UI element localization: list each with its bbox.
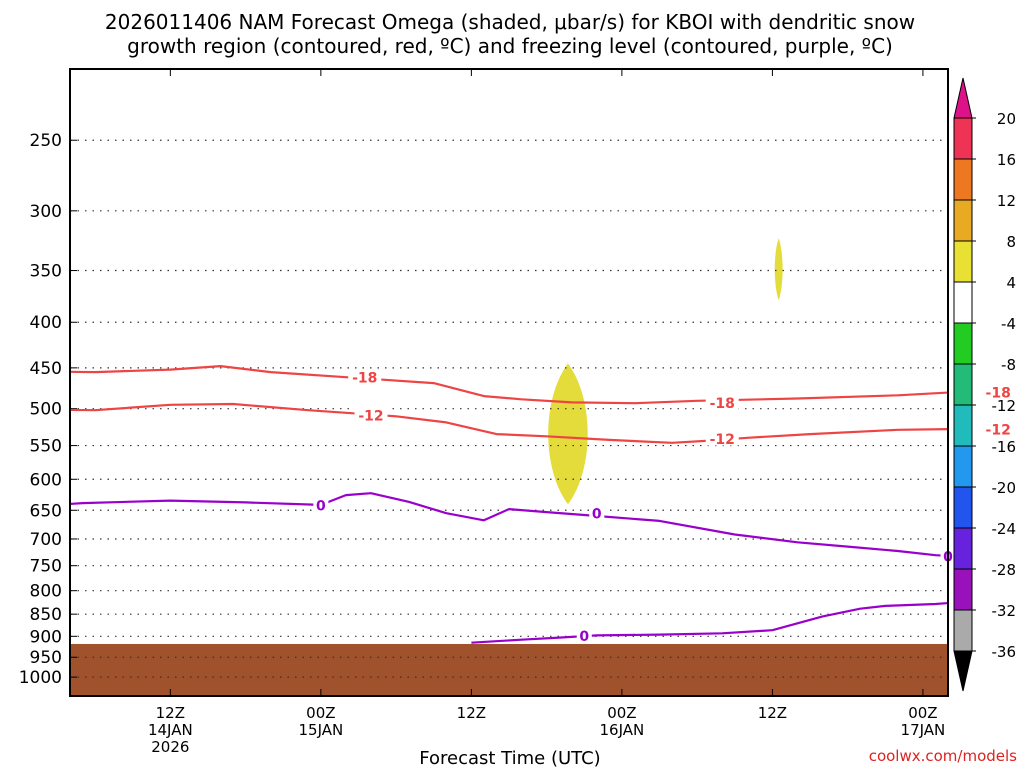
colorbar-bin xyxy=(953,486,973,529)
colorbar-label: -32 xyxy=(992,602,1017,620)
y-tick-label: 350 xyxy=(30,262,62,282)
y-tick-label: 550 xyxy=(30,437,62,457)
colorbar-bottom-cap xyxy=(953,650,973,692)
contour-label-dendritic-minus12: -12 xyxy=(710,432,735,448)
contour-label-freezing-level-upper: 0 xyxy=(316,498,326,514)
colorbar-bin xyxy=(953,199,973,242)
x-tick-label: 2026 xyxy=(151,738,189,756)
y-tick-label: 800 xyxy=(30,582,62,602)
y-tick-label: 650 xyxy=(30,501,62,521)
contour-freezing-level-upper xyxy=(70,492,948,557)
colorbar-label: 8 xyxy=(1006,233,1016,251)
colorbar-bin xyxy=(953,568,973,611)
y-tick-label: 300 xyxy=(30,202,62,222)
x-tick-label: 00Z xyxy=(306,704,335,722)
colorbar-label: -4 xyxy=(1001,315,1016,333)
colorbar-bin xyxy=(953,527,973,570)
chart-title-line2: growth region (contoured, red, ºC) and f… xyxy=(127,34,893,58)
contour-label-bg xyxy=(981,421,1015,437)
x-tick-label: 12Z xyxy=(156,704,185,722)
contour-label-bg xyxy=(354,406,388,422)
y-tick-label: 450 xyxy=(30,359,62,379)
x-tick-label: 00Z xyxy=(908,704,937,722)
colorbar-label: 16 xyxy=(997,151,1016,169)
colorbar-bin xyxy=(953,158,973,201)
contour-label-dendritic-minus18: -18 xyxy=(710,396,735,412)
plot-area: 2503003504004505005506006507007508008509… xyxy=(19,68,1017,756)
x-axis-label: Forecast Time (UTC) xyxy=(419,748,600,768)
colorbar-bin xyxy=(953,363,973,406)
terrain-fill xyxy=(70,643,948,696)
omega-shaded-area-1 xyxy=(774,238,783,301)
contour-label-dendritic-minus18: -18 xyxy=(352,371,377,387)
x-tick-label: 12Z xyxy=(457,704,486,722)
y-tick-label: 850 xyxy=(30,605,62,625)
contour-label-dendritic-minus18: -18 xyxy=(986,386,1011,402)
colorbar-bin xyxy=(953,404,973,447)
contour-dendritic-minus12 xyxy=(70,402,948,444)
colorbar-bin xyxy=(953,322,973,365)
y-tick-label: 750 xyxy=(30,557,62,577)
colorbar-label: -28 xyxy=(992,561,1017,579)
y-tick-label: 950 xyxy=(30,648,62,668)
colorbar-bin xyxy=(953,240,973,283)
x-tick-label: 14JAN xyxy=(148,721,193,739)
contour-label-bg xyxy=(705,394,739,410)
contour-label-bg xyxy=(576,627,592,643)
contour-label-freezing-level-upper: 0 xyxy=(592,507,602,523)
colorbar-label: -20 xyxy=(992,479,1017,497)
x-tick-label: 16JAN xyxy=(600,721,645,739)
colorbar-bin xyxy=(953,445,973,488)
contour-label-bg xyxy=(981,384,1015,400)
colorbar-label: -16 xyxy=(992,438,1017,456)
colorbar-label: 12 xyxy=(997,192,1016,210)
contour-label-dendritic-minus12: -12 xyxy=(986,423,1011,439)
x-tick-label: 15JAN xyxy=(298,721,343,739)
contour-dendritic-minus18 xyxy=(70,365,948,405)
x-tick-label: 00Z xyxy=(607,704,636,722)
colorbar-label: 20 xyxy=(997,110,1016,128)
colorbar-top-cap xyxy=(953,77,973,119)
y-tick-label: 600 xyxy=(30,470,62,490)
colorbar-bin xyxy=(953,281,973,324)
y-tick-label: 400 xyxy=(30,313,62,333)
colorbar-label: -24 xyxy=(992,520,1017,538)
omega-shaded-area-0 xyxy=(548,363,588,505)
contour-label-freezing-level-lower: 0 xyxy=(579,629,589,645)
y-tick-label: 250 xyxy=(30,131,62,151)
y-tick-label: 1000 xyxy=(19,668,62,688)
colorbar-label: -12 xyxy=(992,397,1017,415)
colorbar-label: -36 xyxy=(992,643,1017,661)
contour-label-bg xyxy=(589,505,605,521)
credit-text: coolwx.com/models xyxy=(869,747,1017,765)
contour-label-bg xyxy=(313,496,329,512)
colorbar-label: 4 xyxy=(1006,274,1016,292)
y-tick-label: 900 xyxy=(30,627,62,647)
contour-label-bg xyxy=(705,430,739,446)
contour-label-dendritic-minus12: -12 xyxy=(358,408,383,424)
x-tick-label: 12Z xyxy=(758,704,787,722)
x-tick-label: 17JAN xyxy=(901,721,946,739)
colorbar-bin xyxy=(953,609,973,652)
colorbar-bin xyxy=(953,117,973,160)
contour-label-bg xyxy=(348,369,382,385)
colorbar-label: -8 xyxy=(1001,356,1016,374)
plot-frame xyxy=(69,68,949,697)
y-tick-label: 500 xyxy=(30,400,62,420)
y-tick-label: 700 xyxy=(30,530,62,550)
chart-title-line1: 2026011406 NAM Forecast Omega (shaded, μ… xyxy=(105,10,915,34)
